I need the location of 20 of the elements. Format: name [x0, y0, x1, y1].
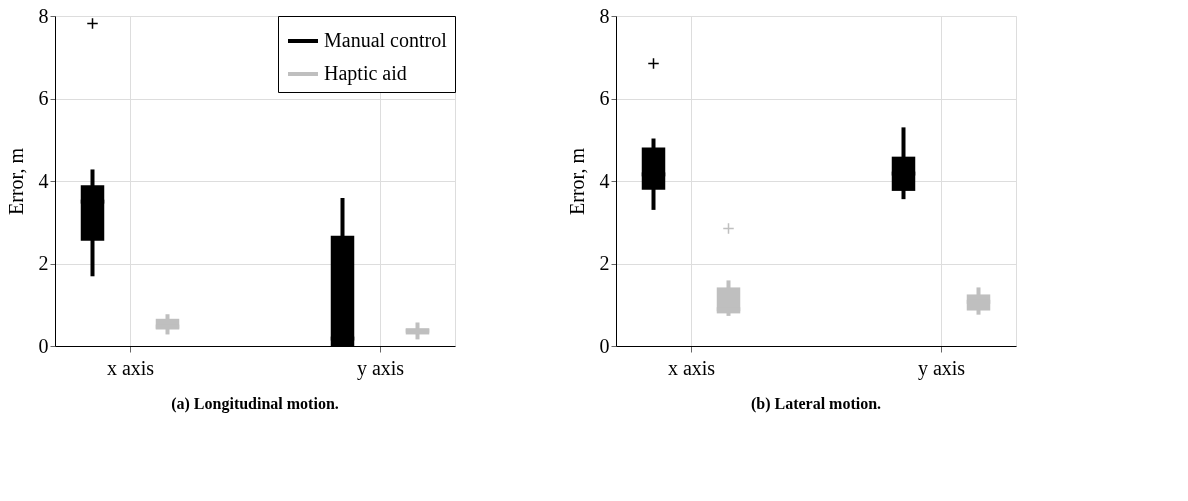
y-tick-label: 8: [599, 4, 610, 27]
y-axis-title: Error, m: [565, 147, 588, 215]
x-tick-label: y axis: [356, 356, 405, 380]
y-tick-label: 0: [599, 334, 610, 357]
y-tick-label: 4: [599, 169, 610, 192]
x-tick-label: y axis: [917, 356, 966, 380]
text: (b) Lateral motion.: [750, 395, 882, 413]
x-tick-label: x axis: [106, 356, 155, 379]
y-tick-label: 2: [38, 252, 49, 274]
legend-label: Manual control: [324, 29, 448, 51]
y-tick-label: 0: [38, 334, 49, 357]
y-tick-label: 6: [38, 87, 49, 109]
y-tick-label: 4: [38, 169, 49, 192]
text: (a) Longitudinal motion.: [171, 395, 339, 413]
y-axis-title: Error, m: [4, 147, 27, 215]
legend-label: Haptic aid: [324, 62, 407, 85]
y-tick-label: 8: [38, 4, 49, 27]
y-tick-label: 2: [599, 252, 610, 274]
x-tick-label: x axis: [667, 356, 716, 379]
y-tick-label: 6: [599, 87, 610, 109]
